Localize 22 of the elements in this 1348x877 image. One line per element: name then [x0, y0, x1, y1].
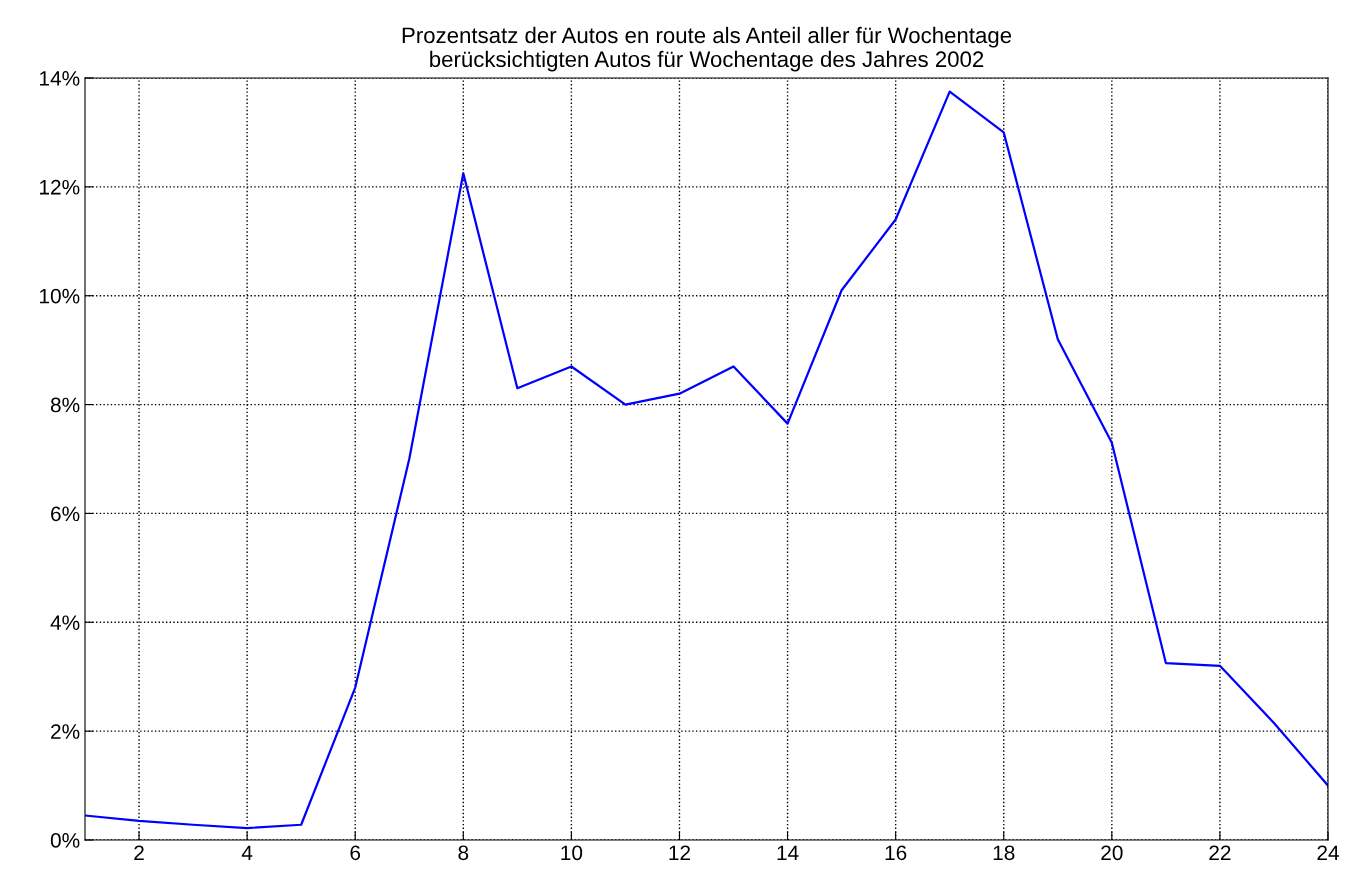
x-tick-label: 4	[241, 845, 253, 860]
x-tick-label: 20	[1101, 845, 1123, 861]
x-tick-label: 2	[134, 845, 144, 860]
x-tick-label: 8	[458, 845, 469, 861]
y-tick-label: 2%	[51, 724, 80, 739]
x-tick-label: 12	[669, 845, 691, 860]
y-tick-label: 0%	[50, 833, 80, 848]
x-tick-label: 24	[1317, 845, 1339, 860]
y-tick-label: 14%	[40, 71, 80, 86]
chart-title: Prozentsatz der Autos en route als Anteil aller für Wochentage berücksichtigten Autos für Wochentage des Jahres 2002	[402, 26, 1012, 72]
y-tick-label: 10%	[40, 288, 80, 304]
y-tick-label: 8%	[50, 397, 80, 413]
x-tick-label: 18	[993, 845, 1015, 861]
x-tick-label: 10	[561, 845, 583, 861]
line-series	[85, 90, 1328, 830]
y-tick-label: 12%	[40, 179, 80, 195]
x-tick-label: 16	[885, 845, 907, 861]
x-tick-label: 6	[350, 845, 361, 861]
x-tick-label: 14	[777, 845, 799, 860]
x-tick-label: 22	[1209, 845, 1231, 860]
y-tick-label: 6%	[51, 506, 80, 522]
y-tick-label: 4%	[50, 615, 80, 630]
